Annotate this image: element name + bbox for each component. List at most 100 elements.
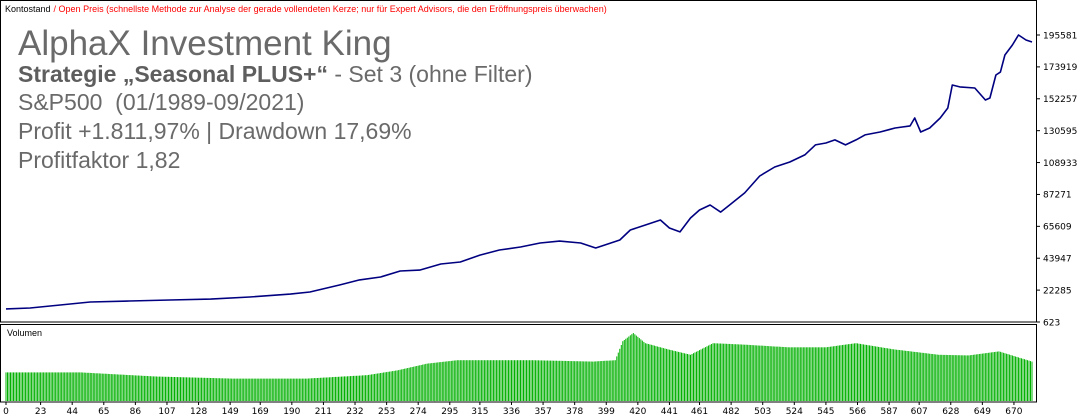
volume-bar: [959, 355, 961, 401]
volume-bar: [104, 373, 106, 401]
volume-bar: [968, 355, 970, 401]
volume-bar: [20, 372, 22, 401]
volume-bar: [702, 348, 704, 401]
volume-bar: [405, 368, 407, 401]
volume-bar: [873, 346, 875, 401]
volume-bar: [993, 352, 995, 401]
volume-bar: [11, 372, 13, 401]
volume-bar: [938, 354, 940, 401]
volume-bar: [86, 372, 88, 401]
volume-bar: [596, 361, 598, 401]
volume-bar: [217, 378, 219, 401]
volume-bar: [456, 360, 458, 401]
volume-bar: [820, 347, 822, 401]
volume-bar: [258, 378, 260, 401]
volume-bar: [395, 370, 397, 401]
volume-bar: [750, 345, 752, 401]
volume-bar: [32, 372, 34, 401]
volume-bar: [107, 373, 109, 401]
volume-bar: [192, 377, 194, 401]
volume-bar: [71, 372, 73, 401]
volume-bar: [292, 378, 294, 401]
volume-bar: [837, 345, 839, 401]
volume-bar: [161, 376, 163, 401]
volume-bar: [100, 373, 102, 401]
volume-bar: [340, 376, 342, 401]
volume-bar: [908, 351, 910, 401]
volume-bar: [139, 375, 141, 401]
volume-bar: [250, 378, 252, 401]
volume-bar: [518, 360, 520, 401]
volume-bar: [450, 360, 452, 401]
volume-bar: [85, 372, 87, 401]
volume-bar: [986, 353, 988, 401]
volume-bar: [992, 352, 994, 401]
volume-bar: [918, 352, 920, 401]
volume-bar: [41, 372, 43, 401]
volume-bar: [91, 373, 93, 401]
volume-bar: [974, 354, 976, 401]
volume-bar: [680, 352, 682, 401]
volume-bar: [328, 377, 330, 401]
volume-bar: [662, 348, 664, 401]
volume-bar: [256, 378, 258, 401]
volume-bar: [709, 344, 711, 401]
volume-bar: [801, 347, 803, 401]
volume-bar: [556, 360, 558, 401]
volume-bar: [321, 377, 323, 401]
volume-bar: [186, 377, 188, 401]
volume-bar: [632, 333, 634, 401]
volume-bar: [47, 372, 49, 401]
volume-bar: [462, 360, 464, 401]
volume-bar: [252, 378, 254, 401]
volume-bar: [512, 360, 514, 401]
volume-bar: [155, 376, 157, 401]
volume-bar: [65, 372, 67, 401]
volume-bar: [727, 343, 729, 401]
volume-bar: [55, 372, 57, 401]
volume-bar: [685, 353, 687, 401]
volume-bar: [804, 347, 806, 401]
volume-bar: [229, 378, 231, 401]
volume-bar: [1026, 360, 1028, 401]
x-tick-label: 190: [283, 407, 300, 417]
volume-bar: [343, 376, 345, 401]
volume-bar: [711, 344, 713, 401]
volume-bar: [8, 372, 10, 401]
volume-bar: [676, 351, 678, 401]
volume-bar: [426, 363, 428, 401]
volume-bar: [693, 353, 695, 401]
volume-bar: [435, 362, 437, 401]
volume-bar: [146, 376, 148, 401]
volume-bar: [999, 351, 1001, 401]
volume-bar: [954, 355, 956, 401]
volume-bar: [605, 360, 607, 401]
volume-bar: [923, 352, 925, 401]
volume-bar: [112, 374, 114, 401]
volume-bar: [507, 360, 509, 401]
volume-bar: [483, 360, 485, 401]
volume-bar: [535, 360, 537, 401]
volume-bar: [936, 354, 938, 401]
volume-bar: [440, 362, 442, 401]
volume-bar: [56, 372, 58, 401]
volume-bar: [545, 360, 547, 401]
x-tick-label: 169: [252, 407, 269, 417]
volume-bar: [530, 360, 532, 401]
volume-bar: [665, 348, 667, 401]
volume-bar: [125, 374, 127, 401]
volume-bar: [980, 353, 982, 401]
volume-bar: [744, 344, 746, 401]
volume-bar: [879, 347, 881, 401]
volume-bar: [989, 352, 991, 401]
volume-bar: [732, 344, 734, 401]
volume-bar: [77, 372, 79, 401]
volume-bar: [1017, 357, 1019, 401]
volume-bar: [628, 336, 630, 401]
volume-bar: [119, 374, 121, 401]
volume-bar: [819, 347, 821, 401]
volume-bar: [458, 360, 460, 401]
volume-bar: [83, 372, 85, 401]
volume-bar: [933, 354, 935, 401]
volume-bar: [476, 360, 478, 401]
